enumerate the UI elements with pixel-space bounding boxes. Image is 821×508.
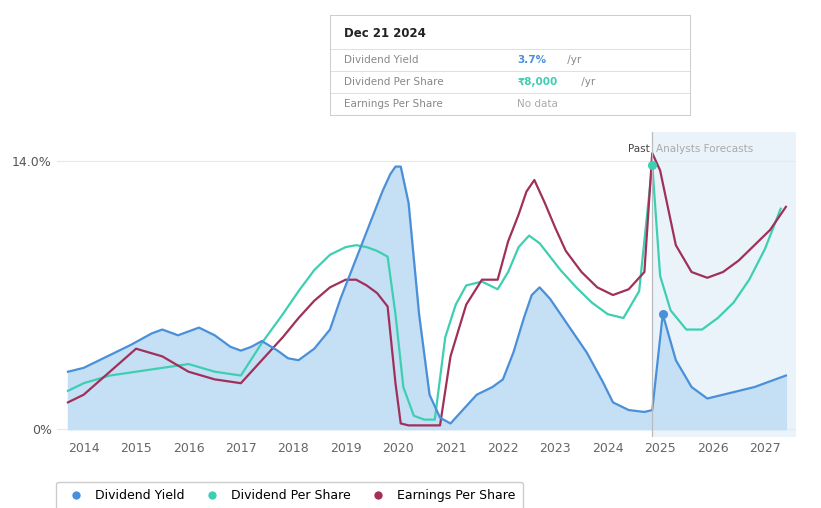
Text: Earnings Per Share: Earnings Per Share	[344, 99, 443, 109]
Text: Past: Past	[628, 144, 650, 154]
Text: Analysts Forecasts: Analysts Forecasts	[657, 144, 754, 154]
Text: Dividend Yield: Dividend Yield	[344, 55, 419, 65]
Text: ₹8,000: ₹8,000	[517, 77, 557, 87]
Text: /yr: /yr	[579, 77, 596, 87]
Text: Dec 21 2024: Dec 21 2024	[344, 26, 426, 40]
Text: /yr: /yr	[564, 55, 581, 65]
Legend: Dividend Yield, Dividend Per Share, Earnings Per Share: Dividend Yield, Dividend Per Share, Earn…	[57, 482, 523, 508]
Text: Dividend Per Share: Dividend Per Share	[344, 77, 444, 87]
Text: 3.7%: 3.7%	[517, 55, 546, 65]
Bar	[652, 132, 796, 437]
Text: No data: No data	[517, 99, 558, 109]
